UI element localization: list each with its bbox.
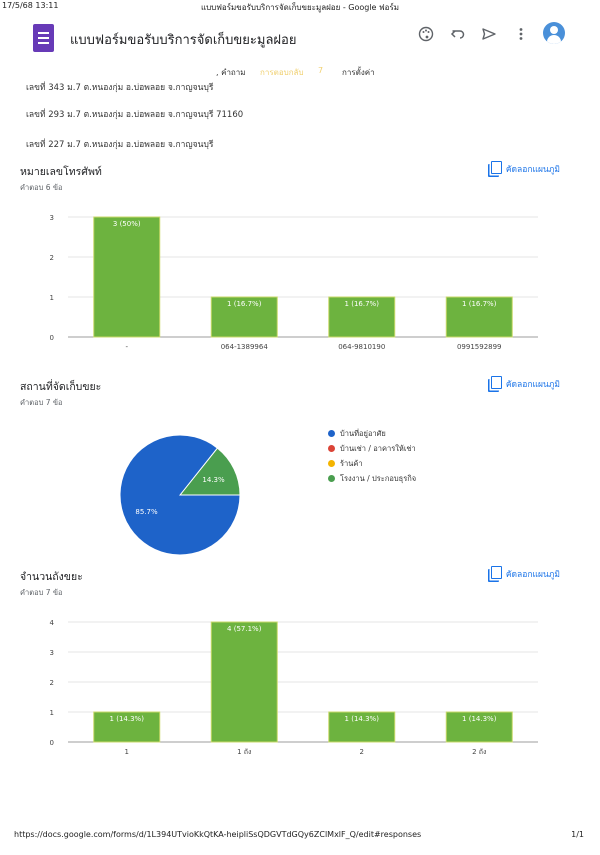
bins-bar-chart: 0 1 2 3 4 1 (14.3%) 1 4 (57.1%) 1 ถัง 1 (14.3%) 2 1… <box>50 619 538 756</box>
copy-chart-label: คัดลอกแผนภูมิ <box>505 570 560 580</box>
y-tick-label: 4 <box>50 619 55 627</box>
bar[interactable] <box>445 711 513 743</box>
copy-chart-label: คัดลอกแผนภูมิ <box>505 380 560 390</box>
copy-chart-button[interactable]: คัดลอกแผนภูมิ <box>490 376 560 391</box>
legend-item[interactable]: บ้านที่อยู่อาศัย <box>328 428 416 443</box>
form-title[interactable]: แบบฟอร์มขอรับบริการจัดเก็บขยะมูลฝอย <box>70 33 297 48</box>
bar[interactable] <box>210 621 278 743</box>
bar-data-label: 1 (16.7%) <box>462 300 497 308</box>
copy-icon <box>490 161 502 174</box>
copy-chart-button[interactable]: คัดลอกแผนภูมิ <box>490 566 560 581</box>
print-footer: https://docs.google.com/forms/d/1L394UTv… <box>0 830 600 842</box>
bar-data-label: 1 (14.3%) <box>110 715 145 723</box>
print-header: 17/5/68 13:11 แบบฟอร์มขอรับบริการจัดเก็บ… <box>0 0 600 12</box>
legend-item[interactable]: โรงงาน / ประกอบธุรกิจ <box>328 473 416 488</box>
x-tick-label: - <box>125 343 128 351</box>
y-tick-label: 0 <box>50 739 54 747</box>
y-tick-label: 0 <box>50 334 54 342</box>
y-tick-label: 2 <box>50 254 54 262</box>
address-list-card: เลขที่ 343 ม.7 ต.หนองกุ่ม อ.บ่อพลอย จ.กา… <box>18 80 552 156</box>
forms-logo-icon[interactable] <box>33 24 54 52</box>
bar[interactable] <box>445 296 513 338</box>
bar-data-label: 1 (16.7%) <box>227 300 262 308</box>
copy-icon <box>490 566 502 579</box>
print-title: แบบฟอร์มขอรับบริการจัดเก็บขยะมูลฝอย - Go… <box>200 3 400 12</box>
bar-data-label: 1 (16.7%) <box>345 300 380 308</box>
y-tick-label: 3 <box>50 649 54 657</box>
legend-item[interactable]: ร้านค้า <box>328 458 416 473</box>
x-tick-label: 2 ถัง <box>472 748 486 756</box>
place-pie-chart: 14.3% 85.7% <box>119 434 241 555</box>
more-vert-icon[interactable] <box>512 26 530 44</box>
form-tabs: , คำถาม การตอบกลับ 7 การตั้งค่า <box>0 66 600 80</box>
phone-number-card: หมายเลขโทรศัพท์ คำตอบ 6 ข้อ คัดลอกแผนภูม… <box>18 155 560 360</box>
palette-icon[interactable] <box>417 26 435 44</box>
x-tick-label: 064-9810190 <box>338 343 385 351</box>
tab-responses[interactable]: การตอบกลับ <box>260 68 304 77</box>
legend-label: ร้านค้า <box>340 459 363 468</box>
print-page-number: 1/1 <box>571 830 584 839</box>
card-title: จำนวนถังขยะ <box>20 571 83 583</box>
pie-slice-label: 14.3% <box>202 476 225 484</box>
bin-count-card: จำนวนถังขยะ คำตอบ 7 ข้อ คัดลอกแผนภูมิ 0 1… <box>18 560 560 772</box>
y-tick-label: 2 <box>50 679 54 687</box>
bar[interactable] <box>210 296 278 338</box>
legend-label: บ้านที่อยู่อาศัย <box>340 429 386 438</box>
avatar-icon[interactable] <box>543 22 565 44</box>
x-tick-label: 1 ถัง <box>237 748 251 756</box>
bar[interactable] <box>93 216 161 338</box>
copy-chart-button[interactable]: คัดลอกแผนภูมิ <box>490 161 560 176</box>
pie-legend: บ้านที่อยู่อาศัยบ้านเช่า / อาคารให้เช่าร… <box>328 428 416 488</box>
address-item: เลขที่ 343 ม.7 ต.หนองกุ่ม อ.บ่อพลอย จ.กา… <box>26 83 214 93</box>
card-response-count: คำตอบ 7 ข้อ <box>20 398 63 407</box>
legend-label: โรงงาน / ประกอบธุรกิจ <box>340 474 417 483</box>
print-date: 17/5/68 13:11 <box>2 1 59 10</box>
copy-chart-label: คัดลอกแผนภูมิ <box>505 165 560 175</box>
y-tick-label: 1 <box>50 294 54 302</box>
card-title: หมายเลขโทรศัพท์ <box>20 166 102 178</box>
print-url: https://docs.google.com/forms/d/1L394UTv… <box>14 830 422 839</box>
legend-swatch <box>328 475 335 482</box>
x-tick-label: 064-1389964 <box>221 343 269 351</box>
bar[interactable] <box>328 296 396 338</box>
y-tick-label: 3 <box>50 214 54 222</box>
bar-data-label: 1 (14.3%) <box>462 715 497 723</box>
x-tick-label: 2 <box>360 748 364 756</box>
card-response-count: คำตอบ 6 ข้อ <box>20 183 63 192</box>
x-tick-label: 0991592899 <box>457 343 502 351</box>
legend-swatch <box>328 430 335 437</box>
legend-swatch <box>328 460 335 467</box>
send-icon[interactable] <box>480 26 498 44</box>
address-item: เลขที่ 227 ม.7 ต.หนองกุ่ม อ.บ่อพลอย จ.กา… <box>26 140 214 150</box>
bar[interactable] <box>93 711 161 743</box>
x-tick-label: 1 <box>125 748 129 756</box>
undo-icon[interactable] <box>449 26 467 44</box>
collection-place-card: สถานที่จัดเก็บขยะ คำตอบ 7 ข้อ คัดลอกแผนภ… <box>18 370 560 555</box>
legend-item[interactable]: บ้านเช่า / อาคารให้เช่า <box>328 443 416 458</box>
responses-count-badge: 7 <box>318 66 324 75</box>
pie-slice[interactable] <box>119 434 241 555</box>
phone-bar-chart: 0 1 2 3 3 (50%) - 1 (16.7%) 064-1389964 1 (16.7%… <box>50 214 538 351</box>
bar-data-label: 3 (50%) <box>113 220 141 228</box>
tab-settings[interactable]: การตั้งค่า <box>342 68 375 77</box>
tab-questions[interactable]: , คำถาม <box>216 68 246 77</box>
pie-slice-label: 85.7% <box>135 508 158 516</box>
pie-slice[interactable] <box>178 447 241 496</box>
legend-label: บ้านเช่า / อาคารให้เช่า <box>340 444 416 453</box>
copy-icon <box>490 376 502 389</box>
bar-data-label: 4 (57.1%) <box>227 625 262 633</box>
app-bar: แบบฟอร์มขอรับบริการจัดเก็บขยะมูลฝอย <box>0 16 600 60</box>
bar-data-label: 1 (14.3%) <box>345 715 380 723</box>
card-response-count: คำตอบ 7 ข้อ <box>20 588 63 597</box>
card-title: สถานที่จัดเก็บขยะ <box>20 381 102 393</box>
legend-swatch <box>328 445 335 452</box>
bar[interactable] <box>328 711 396 743</box>
y-tick-label: 1 <box>50 709 54 717</box>
address-item: เลขที่ 293 ม.7 ต.หนองกุ่ม อ.บ่อพลอย จ.กา… <box>26 110 244 120</box>
